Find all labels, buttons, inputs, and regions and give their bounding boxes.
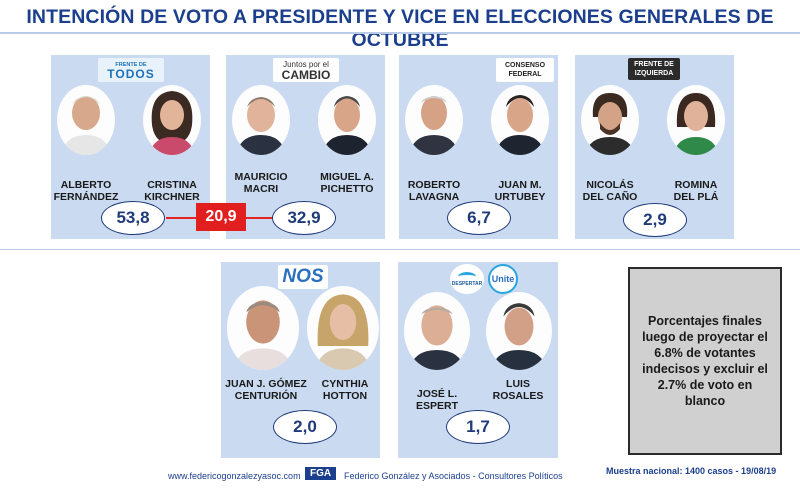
card-consenso-federal: CONSENSO FEDERAL ROBERTO LAVAGNA JUAN M.… [399, 55, 558, 239]
card-frente-de-izquierda: FRENTE DE IZQUIERDA NICOLÁS DEL CAÑO ROM… [575, 55, 734, 239]
photo-luis-rosales [486, 292, 552, 370]
despertar-wave-icon [458, 271, 476, 281]
photo-cynthia-hotton [307, 286, 379, 370]
logo-nos: NOS [278, 265, 328, 289]
logo-consenso-federal: CONSENSO FEDERAL [496, 58, 554, 82]
value-consenso-federal: 6,7 [447, 201, 511, 235]
value-frente-de-izquierda: 2,9 [623, 203, 687, 237]
name-president-5: JUAN J. GÓMEZ CENTURIÓN [225, 378, 307, 402]
difference-badge: 20,9 [196, 203, 246, 231]
photo-romina-del-pla [667, 85, 725, 155]
divider-top [0, 32, 800, 34]
name-president-1: ALBERTO FERNÁNDEZ [53, 179, 119, 203]
logo-frente-de-todos: FRENTE DE TODOS [98, 58, 164, 82]
name-vice-2: MIGUEL A. PICHETTO [320, 171, 374, 195]
logo-todos-top: FRENTE DE [115, 62, 147, 68]
logo-frente-de-izquierda: FRENTE DE IZQUIERDA [628, 58, 680, 80]
photo-juan-j-gomez-centurion [227, 286, 299, 370]
name-president-3: ROBERTO LAVAGNA [407, 179, 461, 203]
logo-consenso-bottom: FEDERAL [508, 71, 542, 78]
footer-website[interactable]: www.federicogonzalezyasoc.com [168, 471, 301, 481]
logo-despertar-text: DESPERTAR [451, 280, 483, 287]
logo-izquierda-top: FRENTE DE [634, 61, 674, 68]
card-nos: NOS JUAN J. GÓMEZ CENTURIÓN CYNTHIA HOTT… [221, 262, 380, 458]
name-president-4: NICOLÁS DEL CAÑO [582, 179, 638, 203]
name-vice-6: LUIS ROSALES [492, 378, 544, 402]
name-vice-3: JUAN M. URTUBEY [494, 179, 546, 203]
photo-alberto-fernandez [57, 85, 115, 155]
name-vice-5: CYNTHIA HOTTON [321, 378, 369, 402]
logo-unite: Unite [488, 264, 518, 294]
value-juntos-por-el-cambio: 32,9 [272, 201, 336, 235]
name-vice-1: CRISTINA KIRCHNER [144, 179, 200, 203]
logo-cambio-top: Juntos por el [283, 60, 329, 69]
logo-todos-main: TODOS [107, 67, 155, 81]
footer-brand-logo: FGA [305, 467, 337, 480]
photo-mauricio-macri [232, 85, 290, 155]
logo-despertar: DESPERTAR [450, 264, 484, 294]
footer-sample: Muestra nacional: 1400 casos - 19/08/19 [606, 466, 777, 476]
name-vice-4: ROMINA DEL PLÁ [673, 179, 719, 203]
footer-consultancy: Federico González y Asociados - Consulto… [344, 471, 563, 481]
logo-izquierda-bottom: IZQUIERDA [634, 70, 674, 77]
card-despertar-unite: DESPERTAR Unite JOSÉ L. ESPERT LUIS ROSA… [398, 262, 558, 458]
photo-nicolas-del-cano [581, 85, 639, 155]
card-juntos-por-el-cambio: Juntos por el CAMBIO MAURICIO MACRI MIGU… [226, 55, 385, 239]
page-title: INTENCIÓN DE VOTO A PRESIDENTE Y VICE EN… [26, 6, 774, 51]
photo-jose-l-espert [404, 292, 470, 370]
name-president-6: JOSÉ L. ESPERT [415, 388, 458, 412]
logo-juntos-por-el-cambio: Juntos por el CAMBIO [273, 58, 339, 82]
photo-juan-m-urtubey [491, 85, 549, 155]
logo-consenso-top: CONSENSO [504, 62, 546, 69]
logo-cambio-main: CAMBIO [281, 68, 331, 82]
value-despertar-unite: 1,7 [446, 410, 510, 444]
divider-middle [0, 249, 800, 250]
photo-roberto-lavagna [405, 85, 463, 155]
methodology-note: Porcentajes finales luego de proyectar e… [628, 267, 782, 455]
name-president-2: MAURICIO MACRI [234, 171, 288, 195]
value-nos: 2,0 [273, 410, 337, 444]
value-frente-de-todos: 53,8 [101, 201, 165, 235]
card-frente-de-todos: FRENTE DE TODOS ALBERTO FERNÁNDEZ CRISTI… [51, 55, 210, 239]
photo-cristina-kirchner [143, 85, 201, 155]
photo-miguel-pichetto [318, 85, 376, 155]
